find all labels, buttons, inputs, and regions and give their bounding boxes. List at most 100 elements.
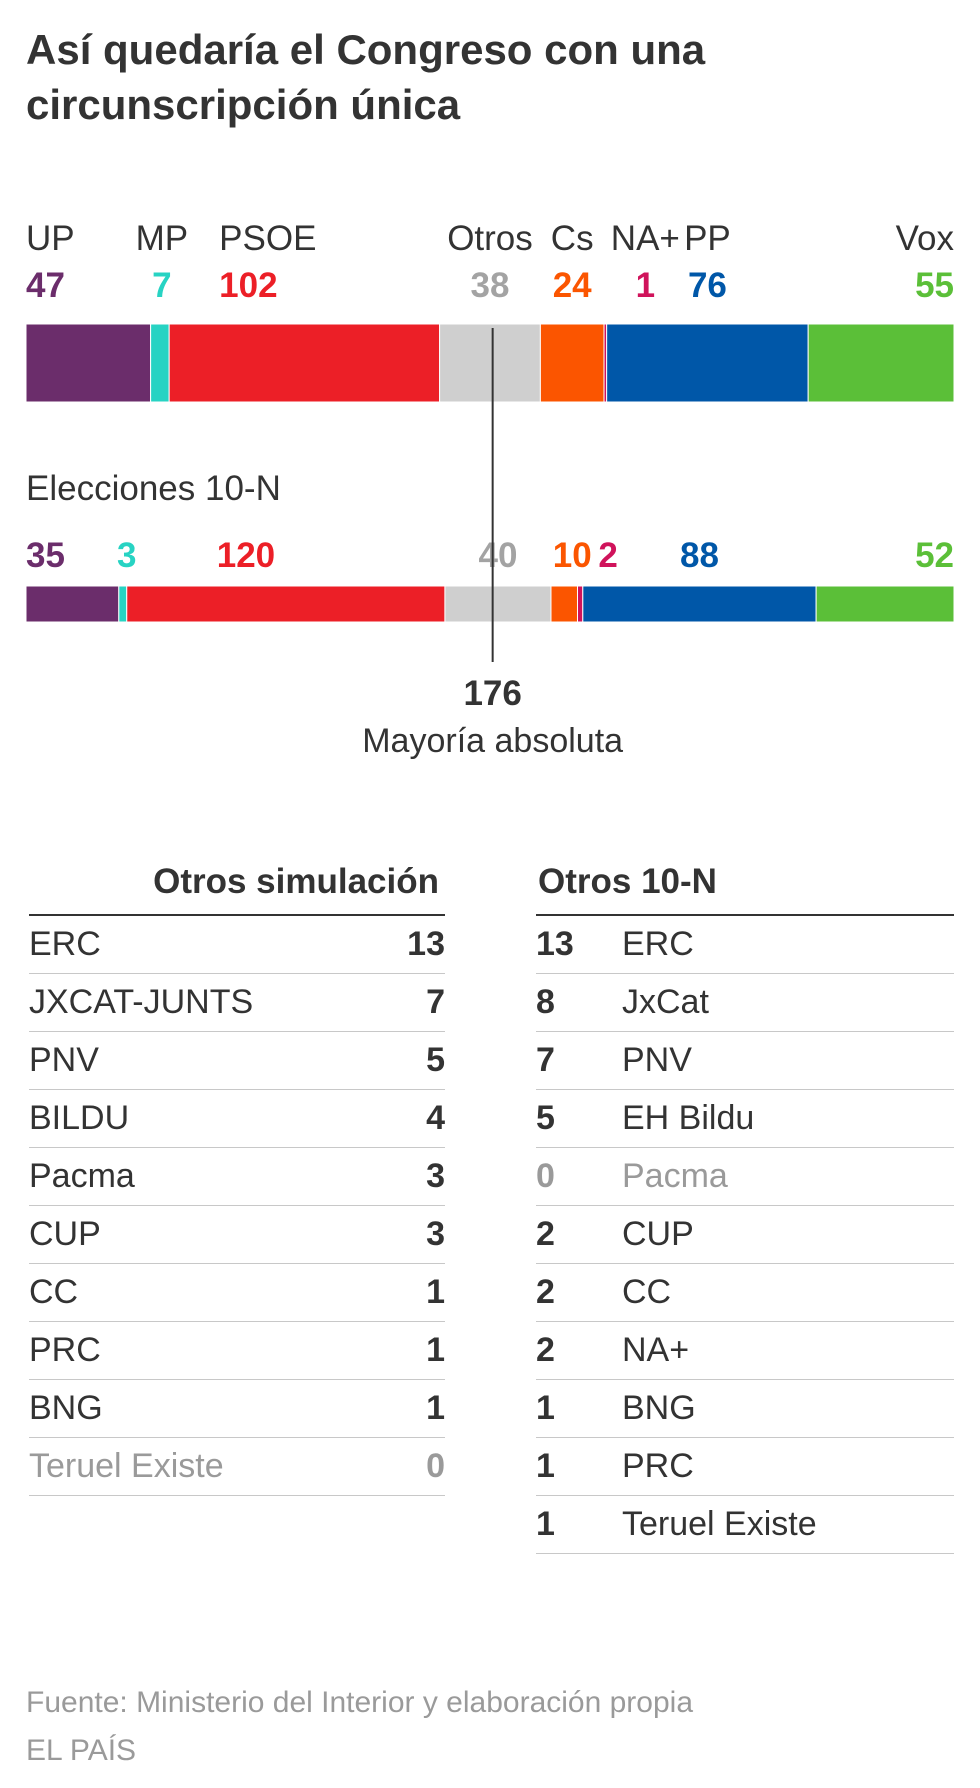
- seat-count: 5: [426, 1041, 445, 1079]
- seat-count: 1: [426, 1273, 445, 1311]
- seat-value-label: 7: [152, 266, 171, 305]
- party-name-label: Vox: [896, 219, 955, 258]
- chart-title: Así quedaría el Congreso con una circuns…: [26, 26, 706, 128]
- bar-segment-simulation: [439, 323, 541, 403]
- majority-value: 176: [463, 674, 521, 713]
- party-name-label: Cs: [551, 219, 594, 258]
- party-name: Teruel Existe: [622, 1505, 817, 1543]
- seat-value-label: 2: [598, 536, 617, 575]
- seat-value-label: 47: [26, 266, 65, 305]
- seat-count: 1: [536, 1505, 555, 1543]
- table-header-simulation: Otros simulación: [29, 850, 445, 916]
- seat-count: 13: [407, 925, 445, 963]
- seat-value-label: 35: [26, 536, 65, 575]
- table-row: BILDU 4: [29, 1090, 445, 1148]
- party-name-label: UP: [26, 219, 75, 258]
- seat-value-label: 88: [680, 536, 719, 575]
- table-row: ERC 13: [29, 916, 445, 974]
- party-name: Teruel Existe: [29, 1447, 224, 1485]
- seat-count: 1: [426, 1331, 445, 1369]
- table-row: 13 ERC: [536, 916, 954, 974]
- seat-value-label: 120: [217, 536, 275, 575]
- bar-segment-election: [444, 585, 552, 623]
- party-name-label: PP: [684, 219, 731, 258]
- party-name: CUP: [622, 1215, 694, 1253]
- seat-count: 0: [536, 1157, 555, 1195]
- majority-label: Mayoría absoluta: [362, 722, 623, 760]
- seat-count: 8: [536, 983, 555, 1021]
- table-row: Pacma 3: [29, 1148, 445, 1206]
- seat-bars-chart: UP 47 MP 7 PSOE 102 Otros 38 Cs 24 NA+ 1 PP 76 Vox 55 El…: [25, 219, 955, 760]
- table-row: Teruel Existe 0: [29, 1438, 445, 1496]
- table-row: PNV 5: [29, 1032, 445, 1090]
- seat-count: 7: [426, 983, 445, 1021]
- seat-value-label: 52: [915, 536, 954, 575]
- party-name-label: PSOE: [219, 219, 316, 258]
- table-row: 8 JxCat: [536, 974, 954, 1032]
- bar-segment-simulation: [807, 323, 955, 403]
- table-others-simulation: Otros simulación ERC 13 JXCAT-JUNTS 7 PNV 5 BI…: [29, 850, 445, 1496]
- table-others-10n: Otros 10-N 13 ERC 8 JxCat 7 PNV 5 EH Bildu 0 Pacm…: [536, 850, 954, 1554]
- party-name: JxCat: [622, 983, 709, 1021]
- table-row: 1 PRC: [536, 1438, 954, 1496]
- seat-value-label: 76: [688, 266, 727, 305]
- seat-count: 7: [536, 1041, 555, 1079]
- seat-value-label: 40: [478, 536, 517, 575]
- seat-count: 2: [536, 1273, 555, 1311]
- seat-value-label: 102: [219, 266, 277, 305]
- party-name: Pacma: [622, 1157, 728, 1195]
- bar-segment-election: [576, 585, 584, 623]
- table-row: 5 EH Bildu: [536, 1090, 954, 1148]
- bar-segment-election: [126, 585, 446, 623]
- party-name: ERC: [29, 925, 101, 963]
- party-name-label: MP: [136, 219, 189, 258]
- table-row: 0 Pacma: [536, 1148, 954, 1206]
- table-row: 1 BNG: [536, 1380, 954, 1438]
- seat-count: 3: [426, 1157, 445, 1195]
- bar-segment-simulation: [606, 323, 809, 403]
- bar-segment-election: [118, 585, 128, 623]
- brand-credit: EL PAÍS: [26, 1734, 137, 1767]
- seat-value-label: 38: [471, 266, 510, 305]
- table-row: CUP 3: [29, 1206, 445, 1264]
- party-name: PNV: [29, 1041, 99, 1079]
- table-header-10n: Otros 10-N: [536, 850, 954, 916]
- seat-count: 2: [536, 1331, 555, 1369]
- party-name: BNG: [622, 1389, 696, 1427]
- seat-count: 1: [426, 1389, 445, 1427]
- seat-count: 0: [426, 1447, 445, 1485]
- party-name: BILDU: [29, 1099, 130, 1137]
- seat-value-label: 55: [915, 266, 954, 305]
- seat-count: 5: [536, 1099, 555, 1137]
- table-row: CC 1: [29, 1264, 445, 1322]
- party-name-label: NA+: [611, 219, 680, 258]
- party-name: PRC: [29, 1331, 101, 1369]
- party-name: Pacma: [29, 1157, 135, 1195]
- bar-segment-simulation: [539, 323, 605, 403]
- table-row: BNG 1: [29, 1380, 445, 1438]
- election-label: Elecciones 10-N: [26, 469, 281, 508]
- seat-count: 4: [426, 1099, 445, 1137]
- table-row: 7 PNV: [536, 1032, 954, 1090]
- bar-segment-simulation: [25, 323, 152, 403]
- seat-count: 1: [536, 1389, 555, 1427]
- seat-value-label: 3: [117, 536, 136, 575]
- bar-segment-election: [550, 585, 578, 623]
- party-name-label: Otros: [447, 219, 533, 258]
- party-name: PRC: [622, 1447, 694, 1485]
- seat-value-label: 1: [636, 266, 655, 305]
- seat-count: 3: [426, 1215, 445, 1253]
- party-name: CC: [622, 1273, 672, 1311]
- seat-count: 1: [536, 1447, 555, 1485]
- table-row: 1 Teruel Existe: [536, 1496, 954, 1554]
- party-name: EH Bildu: [622, 1099, 755, 1137]
- table-row: 2 NA+: [536, 1322, 954, 1380]
- seat-value-label: 24: [553, 266, 592, 305]
- party-name: PNV: [622, 1041, 692, 1079]
- table-row: JXCAT-JUNTS 7: [29, 974, 445, 1032]
- bar-segment-election: [582, 585, 817, 623]
- source-note: Fuente: Ministerio del Interior y elabor…: [26, 1686, 694, 1719]
- seat-count: 2: [536, 1215, 555, 1253]
- table-row: 2 CUP: [536, 1206, 954, 1264]
- party-name: ERC: [622, 925, 694, 963]
